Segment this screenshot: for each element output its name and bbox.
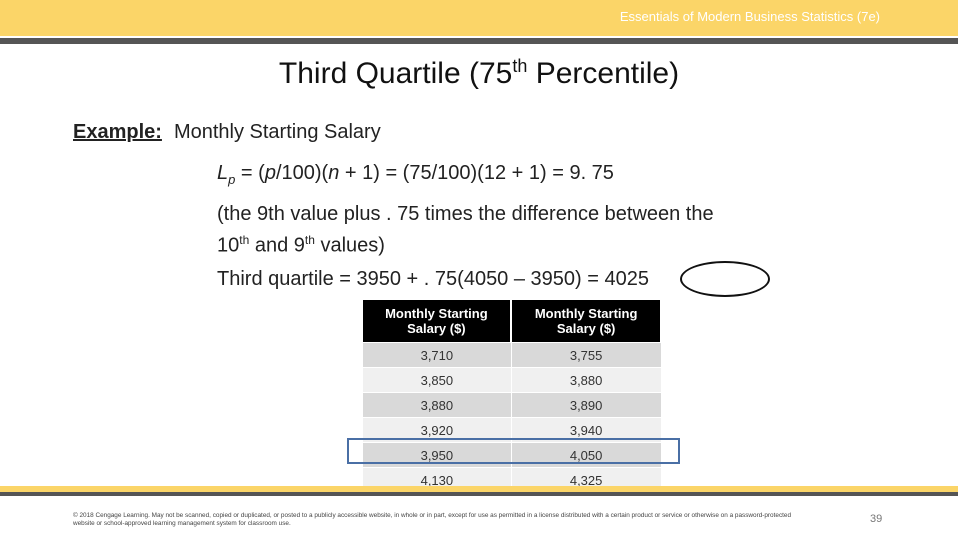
column-header: Monthly Starting Salary ($) (362, 300, 513, 343)
result-line: Third quartile = 3950 + . 75(4050 – 3950… (217, 268, 649, 290)
formula-text: + 1) = (75/100)(12 + 1) = 9. 75 (339, 162, 614, 184)
title-text: Percentile) (527, 57, 680, 90)
formula-text: = ( (235, 162, 265, 184)
title-sup: th (512, 56, 528, 76)
table-cell: 3,890 (510, 392, 662, 418)
bottom-bar (0, 486, 958, 492)
table-cell: 3,710 (362, 342, 512, 368)
table-row: 3,710 3,755 (362, 342, 662, 368)
explain-sup: th (239, 233, 250, 247)
explain-text: 10 (217, 234, 240, 257)
header-row: Monthly Starting Salary ($) Monthly Start… (362, 300, 662, 343)
formula-var: L (217, 162, 229, 184)
column-header: Monthly Starting Salary ($) (511, 300, 662, 343)
title-text: Third Quartile (75 (278, 57, 513, 90)
table-body: 3,710 3,755 3,850 3,880 3,880 3,890 3,920 3,940… (362, 342, 662, 493)
copyright: © 2018 Cengage Learning. May not be scan… (73, 512, 792, 527)
formula-text: /100)( (275, 162, 329, 184)
explain-line: (the 9th value plus . 75 times the diffe… (217, 203, 714, 225)
explain-text: and 9 (249, 234, 305, 257)
example-label: Example: (73, 121, 162, 143)
table-cell: 3,880 (362, 392, 512, 418)
example-topic: Monthly Starting Salary (173, 121, 381, 143)
page-number: 39 (870, 513, 883, 525)
example-line: Example: Monthly Starting Salary (73, 121, 381, 144)
bottom-rule (0, 492, 958, 496)
formula-var: p (264, 162, 276, 184)
slide-title: Third Quartile (75th Percentile) (0, 56, 958, 91)
formula-sub: p (228, 172, 236, 187)
table-cell: 3,880 (510, 367, 662, 393)
explain-line: 10th and 9th values) (217, 233, 385, 258)
salary-table: Monthly Starting Salary ($) Monthly Start… (362, 300, 662, 493)
top-rule (0, 38, 958, 44)
table-cell: 3,850 (362, 367, 512, 393)
formula-line: Lp = (p/100)(n + 1) = (75/100)(12 + 1) =… (217, 162, 614, 187)
table-row: 3,880 3,890 (362, 392, 662, 418)
explain-sup: th (304, 233, 315, 247)
table-row: 3,850 3,880 (362, 367, 662, 393)
highlight-ellipse (680, 261, 770, 297)
highlight-box (347, 438, 680, 464)
explain-text: values) (314, 234, 385, 257)
course-name: Essentials of Modern Business Statistics… (619, 9, 880, 24)
formula-var: n (328, 162, 340, 184)
top-bar (0, 0, 958, 36)
table-cell: 3,755 (510, 342, 662, 368)
